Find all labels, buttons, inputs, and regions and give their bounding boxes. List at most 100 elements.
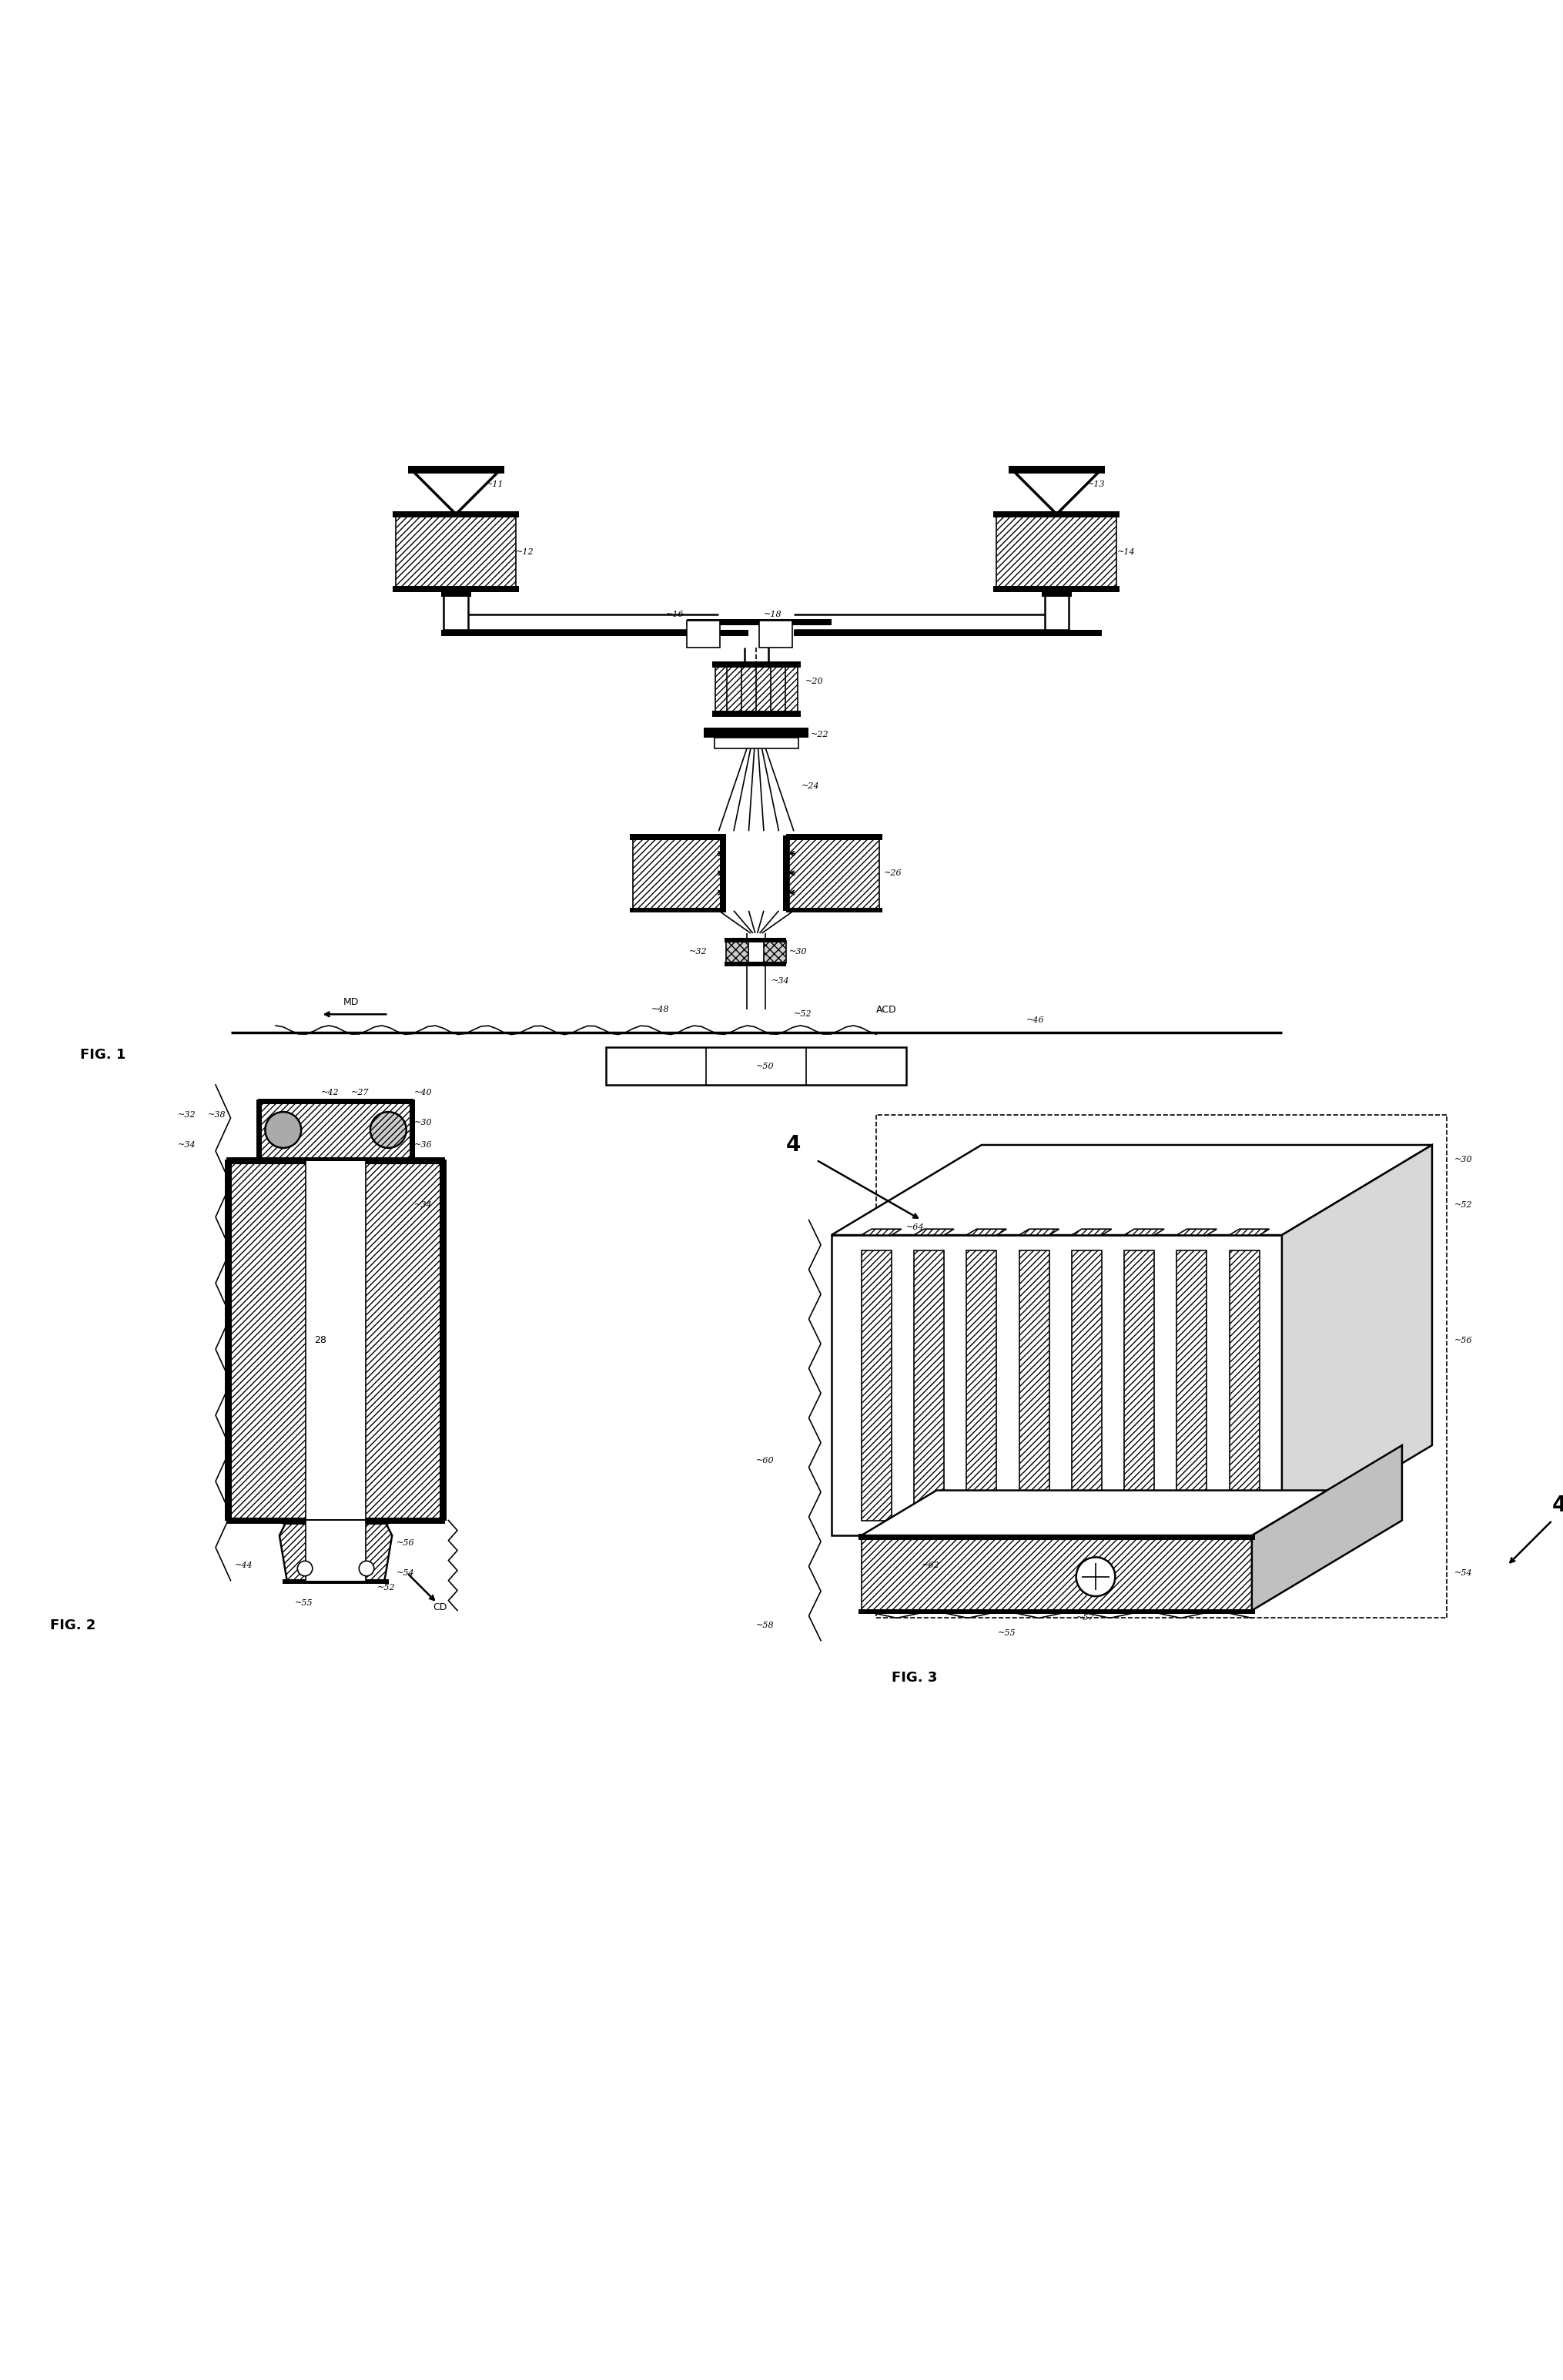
- Circle shape: [359, 1561, 374, 1576]
- Circle shape: [266, 1111, 302, 1147]
- Polygon shape: [993, 585, 1119, 593]
- Text: MD: MD: [342, 997, 358, 1007]
- Text: ~18: ~18: [763, 612, 782, 619]
- Polygon shape: [1041, 590, 1071, 597]
- Text: 4: 4: [786, 1135, 800, 1157]
- Text: ~34: ~34: [178, 1140, 195, 1150]
- Text: FIG. 2: FIG. 2: [50, 1618, 95, 1633]
- Text: ~30: ~30: [1454, 1157, 1472, 1164]
- Text: ~13: ~13: [1086, 481, 1105, 488]
- Circle shape: [1075, 1557, 1114, 1597]
- Polygon shape: [1177, 1228, 1216, 1235]
- Text: ~34: ~34: [771, 978, 789, 985]
- Text: ~30: ~30: [414, 1119, 431, 1126]
- Text: ~44: ~44: [234, 1561, 253, 1568]
- Polygon shape: [703, 728, 808, 738]
- Polygon shape: [724, 962, 786, 966]
- Polygon shape: [1071, 1250, 1100, 1521]
- Polygon shape: [725, 940, 749, 964]
- Polygon shape: [861, 1535, 1252, 1611]
- Text: ~12: ~12: [516, 547, 535, 555]
- Text: ~55: ~55: [294, 1599, 313, 1607]
- Text: ~54: ~54: [397, 1568, 414, 1578]
- Text: ACD: ACD: [875, 1004, 897, 1014]
- Polygon shape: [1282, 1145, 1432, 1535]
- Polygon shape: [686, 621, 721, 647]
- Text: ~57: ~57: [1075, 1614, 1094, 1621]
- Text: ~60: ~60: [756, 1457, 774, 1464]
- Polygon shape: [832, 1145, 1432, 1235]
- Polygon shape: [395, 514, 516, 590]
- Text: ~52: ~52: [377, 1585, 395, 1592]
- Polygon shape: [783, 835, 789, 912]
- Polygon shape: [1229, 1228, 1269, 1235]
- Polygon shape: [763, 940, 786, 964]
- Polygon shape: [760, 621, 792, 647]
- Polygon shape: [686, 619, 832, 626]
- Text: ~58: ~58: [756, 1621, 774, 1630]
- Polygon shape: [786, 833, 882, 840]
- Polygon shape: [858, 1535, 1254, 1540]
- Polygon shape: [858, 1609, 1254, 1614]
- Polygon shape: [789, 835, 878, 912]
- Polygon shape: [913, 1250, 944, 1521]
- Polygon shape: [721, 835, 725, 912]
- Text: ~56: ~56: [397, 1540, 414, 1547]
- Polygon shape: [1252, 1445, 1402, 1611]
- Text: ~55: ~55: [997, 1630, 1016, 1637]
- Polygon shape: [392, 585, 519, 593]
- Text: ~40: ~40: [414, 1088, 431, 1097]
- Polygon shape: [794, 631, 1100, 635]
- Polygon shape: [261, 1100, 411, 1159]
- Polygon shape: [256, 1100, 263, 1159]
- Polygon shape: [1019, 1228, 1058, 1235]
- Text: ~32: ~32: [688, 947, 706, 957]
- Text: ~30: ~30: [789, 947, 807, 957]
- Polygon shape: [1124, 1228, 1164, 1235]
- Polygon shape: [993, 512, 1119, 516]
- Circle shape: [370, 1111, 406, 1147]
- Polygon shape: [258, 1157, 414, 1161]
- Text: ~56: ~56: [1454, 1335, 1472, 1345]
- Polygon shape: [1229, 1250, 1258, 1521]
- Polygon shape: [714, 738, 797, 747]
- Polygon shape: [283, 1518, 389, 1526]
- Polygon shape: [996, 514, 1116, 590]
- Polygon shape: [630, 833, 725, 840]
- Polygon shape: [832, 1235, 1282, 1535]
- Polygon shape: [305, 1159, 366, 1521]
- Polygon shape: [225, 1159, 231, 1521]
- Polygon shape: [258, 1100, 414, 1104]
- Text: ~16: ~16: [666, 612, 685, 619]
- Circle shape: [297, 1561, 313, 1576]
- Polygon shape: [439, 1159, 447, 1521]
- Text: ~62: ~62: [921, 1561, 939, 1568]
- Text: ~52: ~52: [794, 1012, 811, 1019]
- Polygon shape: [966, 1250, 996, 1521]
- Polygon shape: [724, 938, 786, 942]
- Text: ~64: ~64: [907, 1223, 924, 1230]
- Polygon shape: [1019, 1250, 1049, 1521]
- Text: CD: CD: [433, 1602, 447, 1614]
- Text: ~20: ~20: [805, 678, 822, 685]
- Polygon shape: [1124, 1250, 1153, 1521]
- Polygon shape: [630, 907, 725, 912]
- Text: ~22: ~22: [810, 731, 828, 738]
- Polygon shape: [686, 621, 721, 647]
- Polygon shape: [861, 1250, 891, 1521]
- Text: ~48: ~48: [650, 1007, 669, 1014]
- Text: ~24: ~24: [800, 783, 819, 790]
- Polygon shape: [227, 1518, 445, 1523]
- Text: ~42: ~42: [320, 1088, 339, 1097]
- Polygon shape: [861, 1228, 900, 1235]
- Text: ~36: ~36: [414, 1140, 431, 1150]
- Polygon shape: [283, 1578, 389, 1583]
- Text: ~26: ~26: [883, 869, 902, 876]
- Polygon shape: [1177, 1250, 1207, 1521]
- Text: ~14: ~14: [1116, 547, 1135, 555]
- Polygon shape: [966, 1228, 1007, 1235]
- Polygon shape: [227, 1157, 445, 1164]
- Text: ~11: ~11: [486, 481, 503, 488]
- Polygon shape: [861, 1490, 1327, 1535]
- Polygon shape: [408, 466, 503, 474]
